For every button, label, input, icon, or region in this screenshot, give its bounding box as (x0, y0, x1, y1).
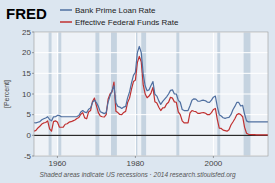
legend: Bank Prime Loan Rate Effective Federal Fu… (60, 6, 179, 27)
tick-label-y: 20 (22, 48, 31, 57)
tick-label-y: 15 (22, 69, 31, 78)
series-line (34, 46, 268, 122)
tick-x (213, 156, 214, 158)
grid-line-y (34, 52, 268, 53)
series-line (34, 56, 268, 135)
zero-line (34, 135, 268, 136)
tick-label-y: 5 (27, 110, 32, 119)
legend-entry: Bank Prime Loan Rate (75, 6, 156, 15)
grid-line-y (34, 73, 268, 74)
tick-y (32, 156, 34, 157)
grid-line-y (34, 135, 268, 136)
tick-y (32, 94, 34, 95)
tick-label-x: 2000 (205, 159, 223, 168)
tick-x (57, 156, 58, 158)
tick-label-x: 1960 (49, 159, 67, 168)
tick-y (32, 32, 34, 33)
legend-entry: Effective Federal Funds Rate (75, 18, 179, 27)
legend-swatch (60, 9, 72, 11)
tick-y (32, 114, 34, 115)
plot-area (34, 32, 268, 156)
legend-swatch (60, 21, 72, 23)
chart: 1960 1980 2000 -5 0 5 10 15 20 25 [Percent] FRED Ban… (0, 0, 275, 183)
tick-x (135, 156, 136, 158)
tick-y (32, 52, 34, 53)
tick-label-y: 10 (22, 90, 31, 99)
y-axis-label: [Percent] (3, 80, 11, 108)
annotation: Shaded areas indicate US recessions · 20… (39, 171, 236, 179)
tick-label-y: -5 (24, 152, 32, 161)
plot-frame (34, 32, 268, 156)
tick-y (32, 135, 34, 136)
tick-label-y: 25 (22, 28, 31, 37)
tick-label-y: 0 (27, 131, 32, 140)
plot-background (34, 32, 268, 156)
title: FRED (6, 5, 47, 22)
tick-label-x: 1980 (127, 159, 145, 168)
tick-y (32, 73, 34, 74)
grid-line-y (34, 114, 268, 115)
